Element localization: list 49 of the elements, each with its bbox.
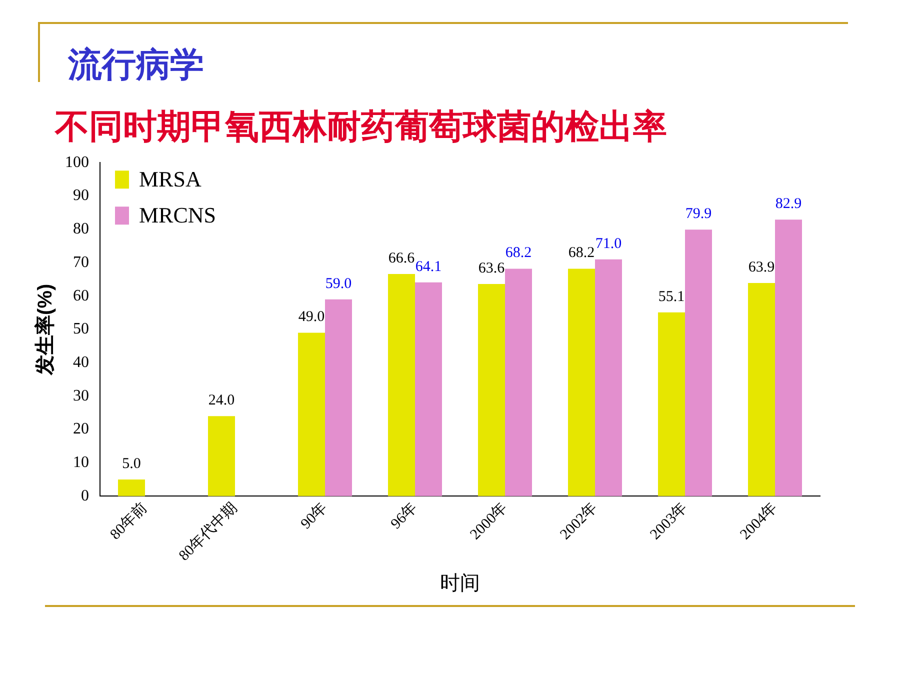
legend-label: MRCNS <box>139 202 216 228</box>
y-axis-title: 发生率(%) <box>34 284 57 376</box>
bar <box>568 268 595 496</box>
data-label: 63.9 <box>748 259 775 276</box>
y-tick-label: 20 <box>73 420 89 438</box>
y-tick-label: 80 <box>73 220 89 238</box>
data-label: 24.0 <box>208 392 235 409</box>
y-tick-label: 70 <box>73 254 89 271</box>
y-tick-label: 0 <box>81 487 89 504</box>
y-tick-label: 100 <box>65 154 89 171</box>
bar <box>478 284 505 496</box>
data-label: 59.0 <box>325 276 352 292</box>
y-tick-label: 90 <box>73 187 89 204</box>
bar <box>775 220 802 496</box>
x-tick-label: 80年前 <box>106 499 151 544</box>
data-label: 66.6 <box>388 250 416 266</box>
data-label: 68.2 <box>505 245 532 262</box>
data-label: 5.0 <box>122 456 141 472</box>
data-label: 68.2 <box>568 245 595 262</box>
bar <box>658 312 685 496</box>
data-label: 79.9 <box>685 206 712 222</box>
data-label: 82.9 <box>775 196 802 212</box>
bar <box>685 230 712 496</box>
data-label: 64.1 <box>415 258 442 275</box>
bar <box>505 268 532 496</box>
bar <box>415 282 442 496</box>
data-label: 71.0 <box>595 236 622 252</box>
y-tick-label: 40 <box>73 354 89 371</box>
chart-title: 不同时期甲氧西林耐药葡萄球菌的检出率 <box>55 106 667 149</box>
bar <box>208 416 235 496</box>
bar <box>118 480 145 496</box>
data-label: 63.6 <box>478 260 506 276</box>
chart-subtitle: 流行病学 <box>68 44 204 87</box>
y-tick-label: 50 <box>73 320 89 338</box>
bar <box>298 332 325 496</box>
legend-label: MRSA <box>139 166 202 192</box>
y-tick-label: 60 <box>73 287 89 304</box>
y-tick-label: 10 <box>73 454 89 472</box>
bar <box>748 283 775 496</box>
y-tick-label: 30 <box>73 387 89 404</box>
bar <box>595 259 622 496</box>
bar <box>325 299 352 496</box>
bar <box>388 274 415 496</box>
data-label: 55.1 <box>658 288 685 305</box>
data-label: 49.0 <box>298 309 325 326</box>
x-tick-label: 80年代中期 <box>176 499 241 564</box>
x-tick-label: 96年 <box>387 499 421 532</box>
x-tick-label: 90年 <box>297 499 331 532</box>
x-axis-title: 时间 <box>440 572 480 595</box>
